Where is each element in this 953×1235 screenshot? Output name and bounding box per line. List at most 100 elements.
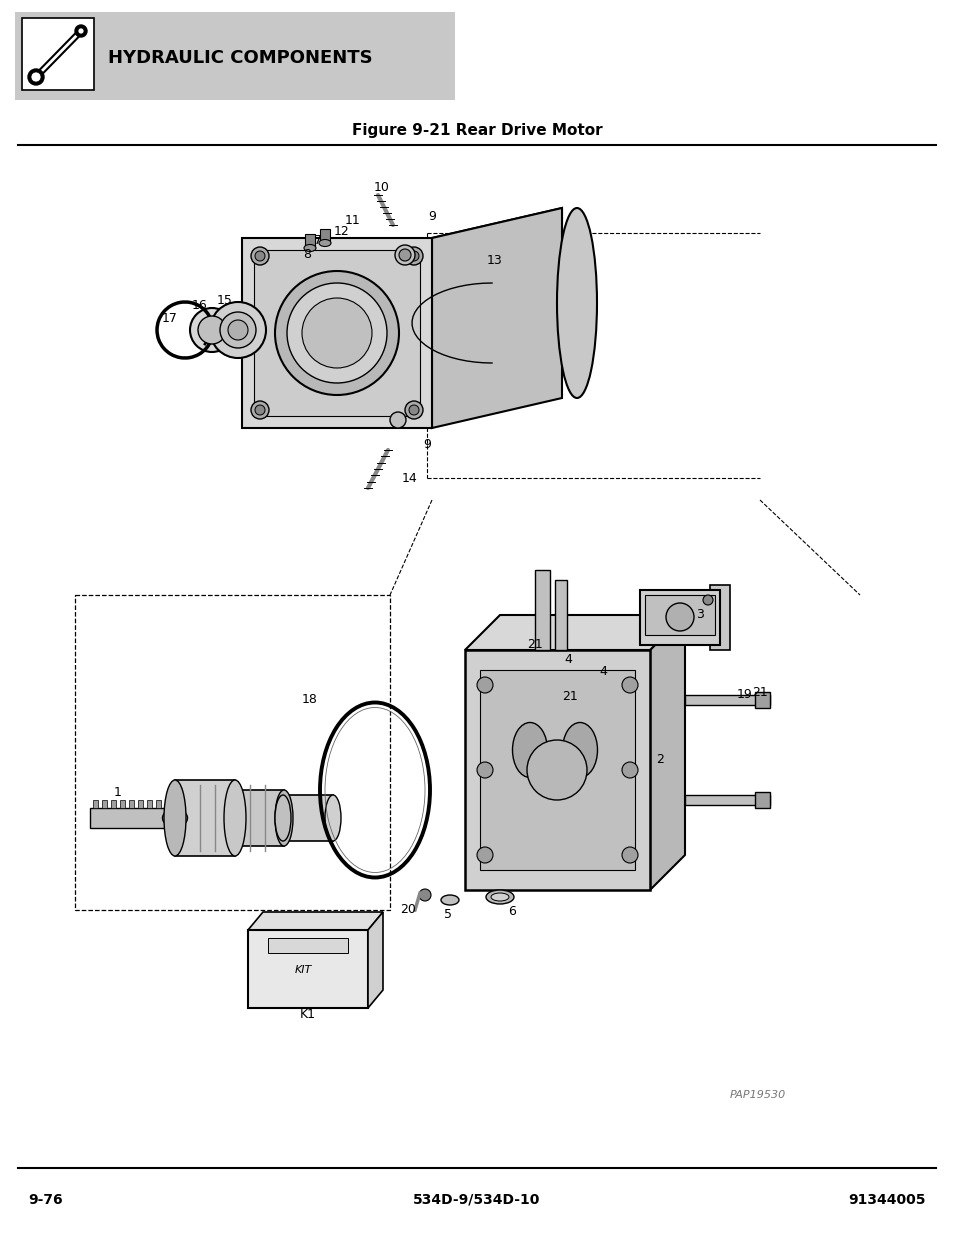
Bar — [319, 228, 330, 243]
Bar — [233, 790, 284, 846]
Text: 14: 14 — [402, 472, 417, 484]
Polygon shape — [649, 615, 684, 890]
Circle shape — [210, 303, 266, 358]
Text: 10: 10 — [374, 180, 390, 194]
Text: 9-76: 9-76 — [28, 1193, 63, 1207]
Text: 91344005: 91344005 — [847, 1193, 925, 1207]
Text: 19: 19 — [737, 688, 752, 701]
Text: 6: 6 — [508, 905, 516, 919]
Text: K1: K1 — [299, 1009, 315, 1021]
Bar — [242, 238, 432, 429]
Text: Figure 9-21 Rear Drive Motor: Figure 9-21 Rear Drive Motor — [352, 122, 601, 137]
Polygon shape — [248, 911, 382, 930]
Bar — [147, 800, 152, 808]
Text: 2: 2 — [656, 753, 663, 767]
Ellipse shape — [318, 240, 331, 247]
Text: 9: 9 — [422, 438, 431, 452]
Circle shape — [405, 247, 422, 266]
Text: 13: 13 — [487, 253, 502, 267]
Text: 5: 5 — [443, 909, 452, 921]
Text: 21: 21 — [527, 638, 542, 652]
Bar — [174, 781, 234, 856]
Text: 7: 7 — [314, 233, 322, 247]
Circle shape — [75, 25, 87, 37]
Polygon shape — [464, 615, 684, 650]
Text: 11: 11 — [345, 214, 360, 226]
Bar — [92, 800, 98, 808]
Circle shape — [476, 677, 493, 693]
Bar — [639, 590, 720, 645]
Text: 8: 8 — [303, 247, 311, 261]
Circle shape — [30, 72, 41, 82]
Bar — [111, 800, 116, 808]
Polygon shape — [432, 207, 561, 338]
Bar — [253, 249, 419, 416]
Ellipse shape — [224, 781, 246, 856]
Text: KIT: KIT — [294, 965, 312, 974]
Circle shape — [251, 247, 269, 266]
Ellipse shape — [557, 207, 597, 398]
Bar — [684, 695, 769, 705]
Bar — [120, 800, 125, 808]
Circle shape — [476, 762, 493, 778]
Bar — [22, 19, 94, 90]
Circle shape — [390, 412, 406, 429]
Circle shape — [220, 312, 255, 348]
Bar — [138, 800, 143, 808]
Text: 15: 15 — [217, 294, 233, 306]
Ellipse shape — [304, 245, 315, 252]
Ellipse shape — [164, 781, 186, 856]
Circle shape — [254, 405, 265, 415]
Circle shape — [526, 740, 586, 800]
Circle shape — [621, 847, 638, 863]
Text: PAP19530: PAP19530 — [729, 1091, 785, 1100]
Bar — [464, 650, 649, 890]
Circle shape — [78, 28, 84, 35]
Bar — [709, 585, 729, 650]
Circle shape — [398, 249, 411, 261]
Text: 4: 4 — [563, 653, 572, 667]
Ellipse shape — [562, 722, 597, 778]
Text: 21: 21 — [561, 690, 578, 704]
Circle shape — [702, 595, 712, 605]
Circle shape — [302, 298, 372, 368]
Polygon shape — [368, 911, 382, 1008]
Circle shape — [228, 320, 248, 340]
Bar — [644, 595, 714, 635]
Circle shape — [476, 847, 493, 863]
Bar — [754, 792, 769, 808]
Circle shape — [409, 251, 418, 261]
Circle shape — [28, 69, 44, 85]
Ellipse shape — [325, 795, 340, 841]
Text: 534D-9/534D-10: 534D-9/534D-10 — [413, 1193, 540, 1207]
Circle shape — [395, 245, 415, 266]
Text: 1: 1 — [114, 787, 122, 799]
Bar — [684, 795, 769, 805]
Text: 9: 9 — [428, 210, 436, 222]
Bar — [165, 800, 170, 808]
Ellipse shape — [162, 809, 188, 827]
Circle shape — [287, 283, 387, 383]
Bar — [248, 930, 368, 1008]
Text: 16: 16 — [192, 299, 208, 311]
Circle shape — [665, 603, 693, 631]
Ellipse shape — [512, 722, 547, 778]
Text: 20: 20 — [399, 904, 416, 916]
Polygon shape — [432, 207, 561, 429]
Ellipse shape — [491, 893, 509, 902]
Bar — [156, 800, 161, 808]
Circle shape — [409, 405, 418, 415]
Text: 21: 21 — [751, 687, 767, 699]
Circle shape — [418, 889, 431, 902]
Circle shape — [405, 401, 422, 419]
Ellipse shape — [440, 895, 458, 905]
Text: 4: 4 — [598, 666, 606, 678]
Text: 17: 17 — [162, 311, 178, 325]
Text: HYDRAULIC COMPONENTS: HYDRAULIC COMPONENTS — [108, 49, 373, 67]
Ellipse shape — [274, 795, 291, 841]
Circle shape — [274, 270, 398, 395]
Circle shape — [254, 251, 265, 261]
Bar — [305, 233, 314, 248]
Circle shape — [198, 316, 226, 345]
Bar — [754, 692, 769, 708]
